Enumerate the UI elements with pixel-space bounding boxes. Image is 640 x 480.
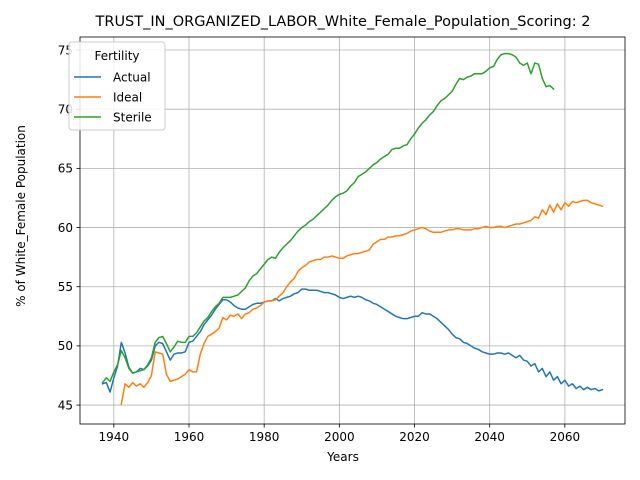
x-axis-title: Years — [326, 450, 359, 464]
x-tick-label: 2020 — [399, 430, 430, 444]
legend: Fertility Actual Ideal Sterile — [68, 41, 166, 131]
y-tick-label: 60 — [58, 221, 73, 235]
series-lines — [101, 52, 604, 405]
series-line-actual — [101, 288, 604, 393]
legend-label-sterile: Sterile — [113, 110, 152, 124]
grid-lines — [80, 37, 625, 424]
plot-area-frame — [79, 36, 626, 425]
x-tick-label: 1960 — [174, 430, 205, 444]
y-tick-label: 45 — [58, 398, 73, 412]
x-tick-label: 2060 — [550, 430, 581, 444]
y-axis-title: % of White_Female Population — [14, 125, 28, 307]
x-tick-label: 1980 — [249, 430, 280, 444]
legend-label-ideal: Ideal — [113, 90, 142, 104]
chart-title: TRUST_IN_ORGANIZED_LABOR_White_Female_Po… — [95, 14, 591, 30]
legend-title: Fertility — [94, 49, 139, 63]
x-tick-label: 2000 — [324, 430, 355, 444]
y-tick-label: 55 — [58, 280, 73, 294]
y-tick-label: 65 — [58, 162, 73, 176]
series-line-ideal — [120, 199, 604, 405]
legend-label-actual: Actual — [113, 70, 151, 84]
x-tick-label: 1940 — [99, 430, 130, 444]
x-axis-ticks: 1940 1960 1980 2000 2020 2040 2060 — [99, 424, 581, 444]
x-tick-label: 2040 — [474, 430, 505, 444]
y-tick-label: 50 — [58, 339, 73, 353]
legend-box — [68, 41, 166, 131]
series-line-sterile — [101, 52, 555, 384]
